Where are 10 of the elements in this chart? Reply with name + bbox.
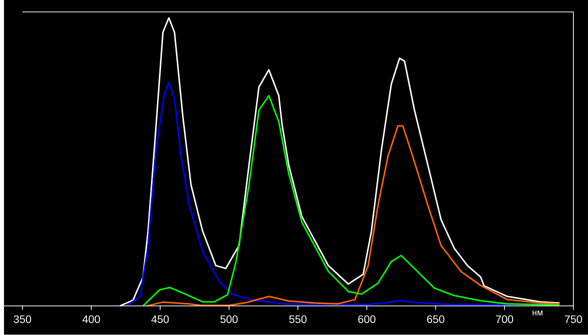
x-tick-label: 400	[82, 316, 100, 324]
x-axis-title: нм	[532, 310, 542, 316]
x-tick-label: 350	[14, 316, 32, 324]
x-tick-label: 550	[289, 316, 307, 324]
x-tick-label: 500	[220, 316, 238, 324]
x-tick-label: 700	[496, 316, 514, 324]
x-tick-label: 750	[564, 316, 582, 324]
x-tick-label: 450	[151, 316, 169, 324]
x-tick-label: 650	[427, 316, 444, 324]
x-tick-label: 600	[358, 316, 376, 324]
